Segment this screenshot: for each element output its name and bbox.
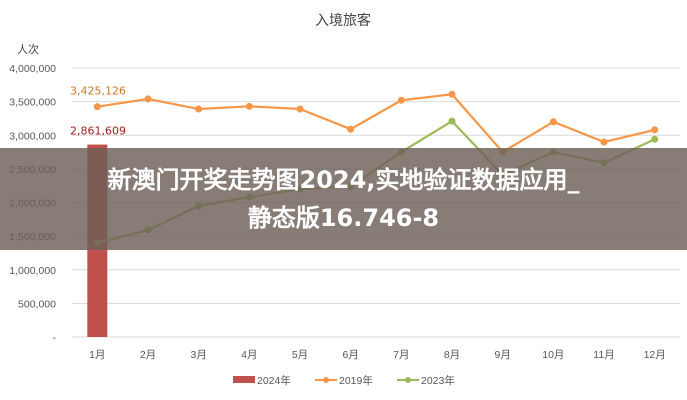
point-2019年 — [448, 90, 456, 98]
x-tick-label: 1月 — [89, 349, 105, 361]
y-axis-label: 人次 — [17, 42, 39, 56]
x-tick-label: 4月 — [241, 349, 257, 361]
overlay-line-2: 静态版16.746-8 — [247, 204, 440, 232]
x-tick-label: 7月 — [393, 349, 409, 361]
x-tick-label: 2月 — [140, 349, 156, 361]
line-2019年 — [97, 93, 655, 154]
x-tick-label: 8月 — [444, 349, 460, 361]
y-tick-label: 3,500,000 — [9, 97, 56, 109]
legend-label: 2024年 — [257, 374, 291, 387]
legend-label: 2023年 — [421, 374, 455, 387]
point-2019年 — [549, 118, 557, 126]
legend-label: 2019年 — [339, 374, 373, 387]
x-tick-label: 5月 — [292, 349, 308, 361]
point-2019年 — [651, 126, 659, 134]
legend-marker — [323, 377, 329, 383]
x-tick-label: 10月 — [542, 349, 564, 361]
y-tick-label: 1,000,000 — [9, 265, 56, 277]
y-tick-label: - — [53, 332, 57, 344]
chart-title: 入境旅客 — [315, 12, 371, 29]
overlay-line-1: 新澳门开奖走势图2024,实地验证数据应用_ — [107, 166, 580, 194]
point-2019年 — [93, 103, 101, 111]
y-tick-label: 4,000,000 — [9, 63, 56, 75]
x-tick-label: 3月 — [190, 349, 206, 361]
x-tick-label: 11月 — [593, 349, 614, 361]
data-label-2019-jan: 3,425,126 — [70, 85, 126, 98]
point-2019年 — [347, 125, 355, 133]
point-2023年 — [448, 117, 456, 125]
legend-swatch — [233, 376, 255, 383]
point-2019年 — [195, 105, 203, 113]
legend-marker — [405, 377, 411, 383]
point-2019年 — [397, 96, 405, 104]
overlay-banner: 新澳门开奖走势图2024,实地验证数据应用_ 静态版16.746-8 — [0, 148, 687, 250]
x-tick-label: 12月 — [644, 349, 666, 361]
point-2023年 — [651, 135, 659, 143]
point-2019年 — [600, 138, 608, 146]
y-tick-label: 500,000 — [18, 298, 56, 310]
data-label-2024-jan: 2,861,609 — [70, 125, 126, 138]
point-2019年 — [296, 105, 304, 113]
y-tick-label: 3,000,000 — [9, 130, 56, 142]
x-tick-label: 9月 — [494, 349, 510, 361]
point-2019年 — [245, 102, 253, 110]
point-2019年 — [144, 95, 152, 103]
x-tick-label: 6月 — [342, 349, 358, 361]
